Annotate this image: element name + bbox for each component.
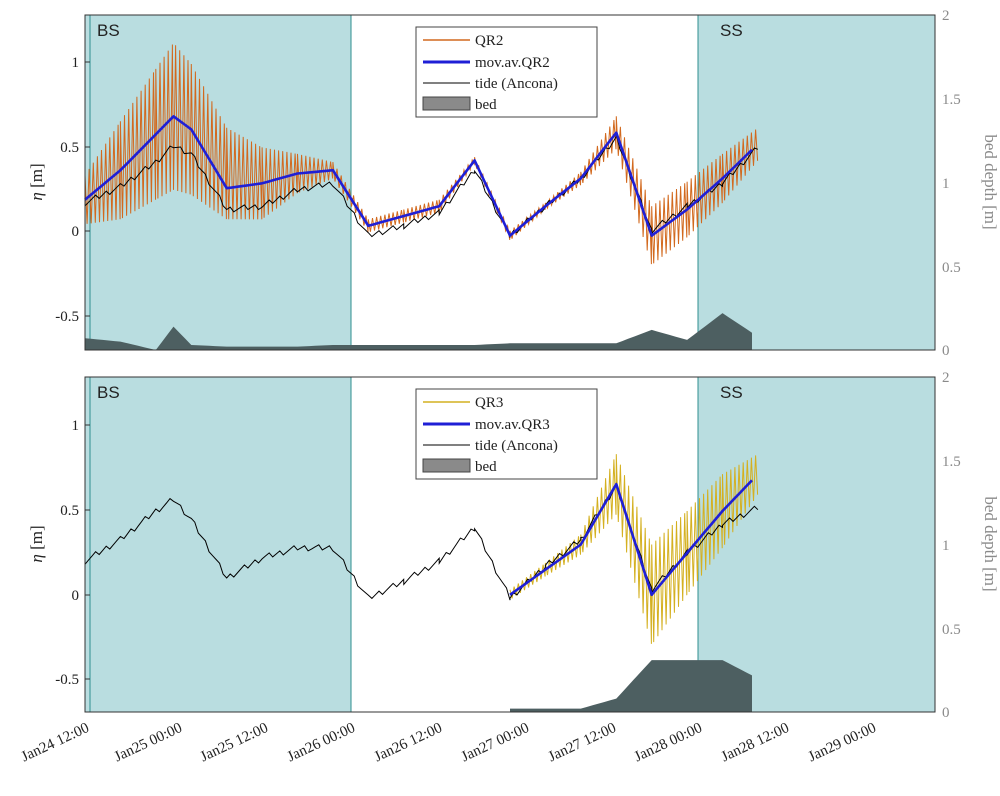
xtick-label: Jan28 00:00 (632, 720, 705, 765)
top-legend: QR2 mov.av.QR2 tide (Ancona) bed (415, 26, 598, 118)
legend-label-movav: mov.av.QR2 (475, 55, 550, 71)
bottom-ytick-right: 0.5 (942, 622, 961, 638)
xtick-label: Jan27 12:00 (546, 720, 619, 765)
bottom-ytick-left: 1 (72, 418, 80, 434)
bottom-ytick-right: 1 (942, 538, 950, 554)
top-right-ticks: 2 1.5 1 0.5 0 (942, 8, 961, 359)
bottom-ytick-left: 0.5 (60, 503, 79, 519)
legend-label-qr2: QR2 (475, 33, 503, 49)
top-ylabel-left: η [m] (27, 163, 46, 200)
top-ytick-left: 1 (72, 55, 80, 71)
top-ytick-right: 0.5 (942, 260, 961, 276)
top-ytick-left: 0 (72, 224, 80, 240)
xtick-label: Jan26 12:00 (372, 720, 445, 765)
x-axis-ticks: Jan24 12:00 Jan25 00:00 Jan25 12:00 Jan2… (19, 720, 879, 765)
legend-label-bed: bed (475, 97, 497, 113)
bottom-ytick-left: -0.5 (55, 672, 79, 688)
bottom-left-ticks: 1 0.5 0 -0.5 (55, 418, 90, 688)
xtick-label: Jan24 12:00 (19, 720, 92, 765)
xtick-label: Jan25 00:00 (112, 720, 185, 765)
bottom-axes-frame (84, 376, 936, 713)
top-ytick-right: 0 (942, 343, 950, 359)
bottom-panel: BS SS 1 0.5 0 -0.5 2 1.5 1 0.5 0 η [m] b… (27, 370, 1000, 721)
xtick-label: Jan29 00:00 (806, 720, 879, 765)
bed-area (85, 313, 752, 350)
xtick-label: Jan25 12:00 (198, 720, 271, 765)
legend-label-bed: bed (475, 459, 497, 475)
bottom-shade-ss (698, 377, 935, 712)
tide-series (84, 482, 759, 601)
top-ytick-right: 2 (942, 8, 950, 24)
top-region-ss-label: SS (720, 21, 743, 40)
bottom-ytick-right: 0 (942, 705, 950, 721)
top-ytick-right: 1 (942, 176, 950, 192)
bottom-right-ticks: 2 1.5 1 0.5 0 (942, 370, 961, 721)
xtick-label: Jan28 12:00 (719, 720, 792, 765)
bottom-legend: QR3 mov.av.QR3 tide (Ancona) bed (415, 388, 598, 480)
bottom-region-ss-label: SS (720, 383, 743, 402)
top-ytick-left: -0.5 (55, 309, 79, 325)
bottom-ytick-left: 0 (72, 588, 80, 604)
xtick-label: Jan27 00:00 (459, 720, 532, 765)
legend-label-movav: mov.av.QR3 (475, 417, 550, 433)
top-ytick-left: 0.5 (60, 140, 79, 156)
legend-label-qr3: QR3 (475, 395, 503, 411)
top-series-layer (84, 44, 759, 350)
bottom-ylabel-left: η [m] (27, 525, 46, 562)
bottom-ytick-right: 1.5 (942, 454, 961, 470)
legend-swatch-bed (422, 458, 471, 473)
top-panel: BS SS 1 0.5 0 -0.5 2 1.5 1 0.5 0 η [m] b… (27, 8, 1000, 359)
bed-area (510, 660, 752, 712)
bottom-region-bs-label: BS (97, 383, 120, 402)
xtick-label: Jan26 00:00 (285, 720, 358, 765)
moving-average-series (84, 115, 753, 237)
bottom-ylabel-right: bed depth [m] (981, 496, 1000, 591)
top-plot-area: BS SS (84, 14, 936, 351)
tide-series (84, 134, 759, 238)
top-ylabel-right: bed depth [m] (981, 134, 1000, 229)
top-ytick-right: 1.5 (942, 92, 961, 108)
top-left-ticks: 1 0.5 0 -0.5 (55, 55, 90, 325)
top-axes-frame (84, 14, 936, 351)
top-region-bs-label: BS (97, 21, 120, 40)
legend-label-tide: tide (Ancona) (475, 438, 558, 454)
legend-label-tide: tide (Ancona) (475, 76, 558, 92)
moving-average-series (509, 479, 753, 597)
bottom-ytick-right: 2 (942, 370, 950, 386)
top-shade-bs (85, 15, 351, 350)
bottom-series-layer (84, 454, 759, 712)
bottom-shade-bs (85, 377, 351, 712)
legend-swatch-bed (422, 96, 471, 111)
bottom-plot-area: BS SS (84, 376, 936, 713)
